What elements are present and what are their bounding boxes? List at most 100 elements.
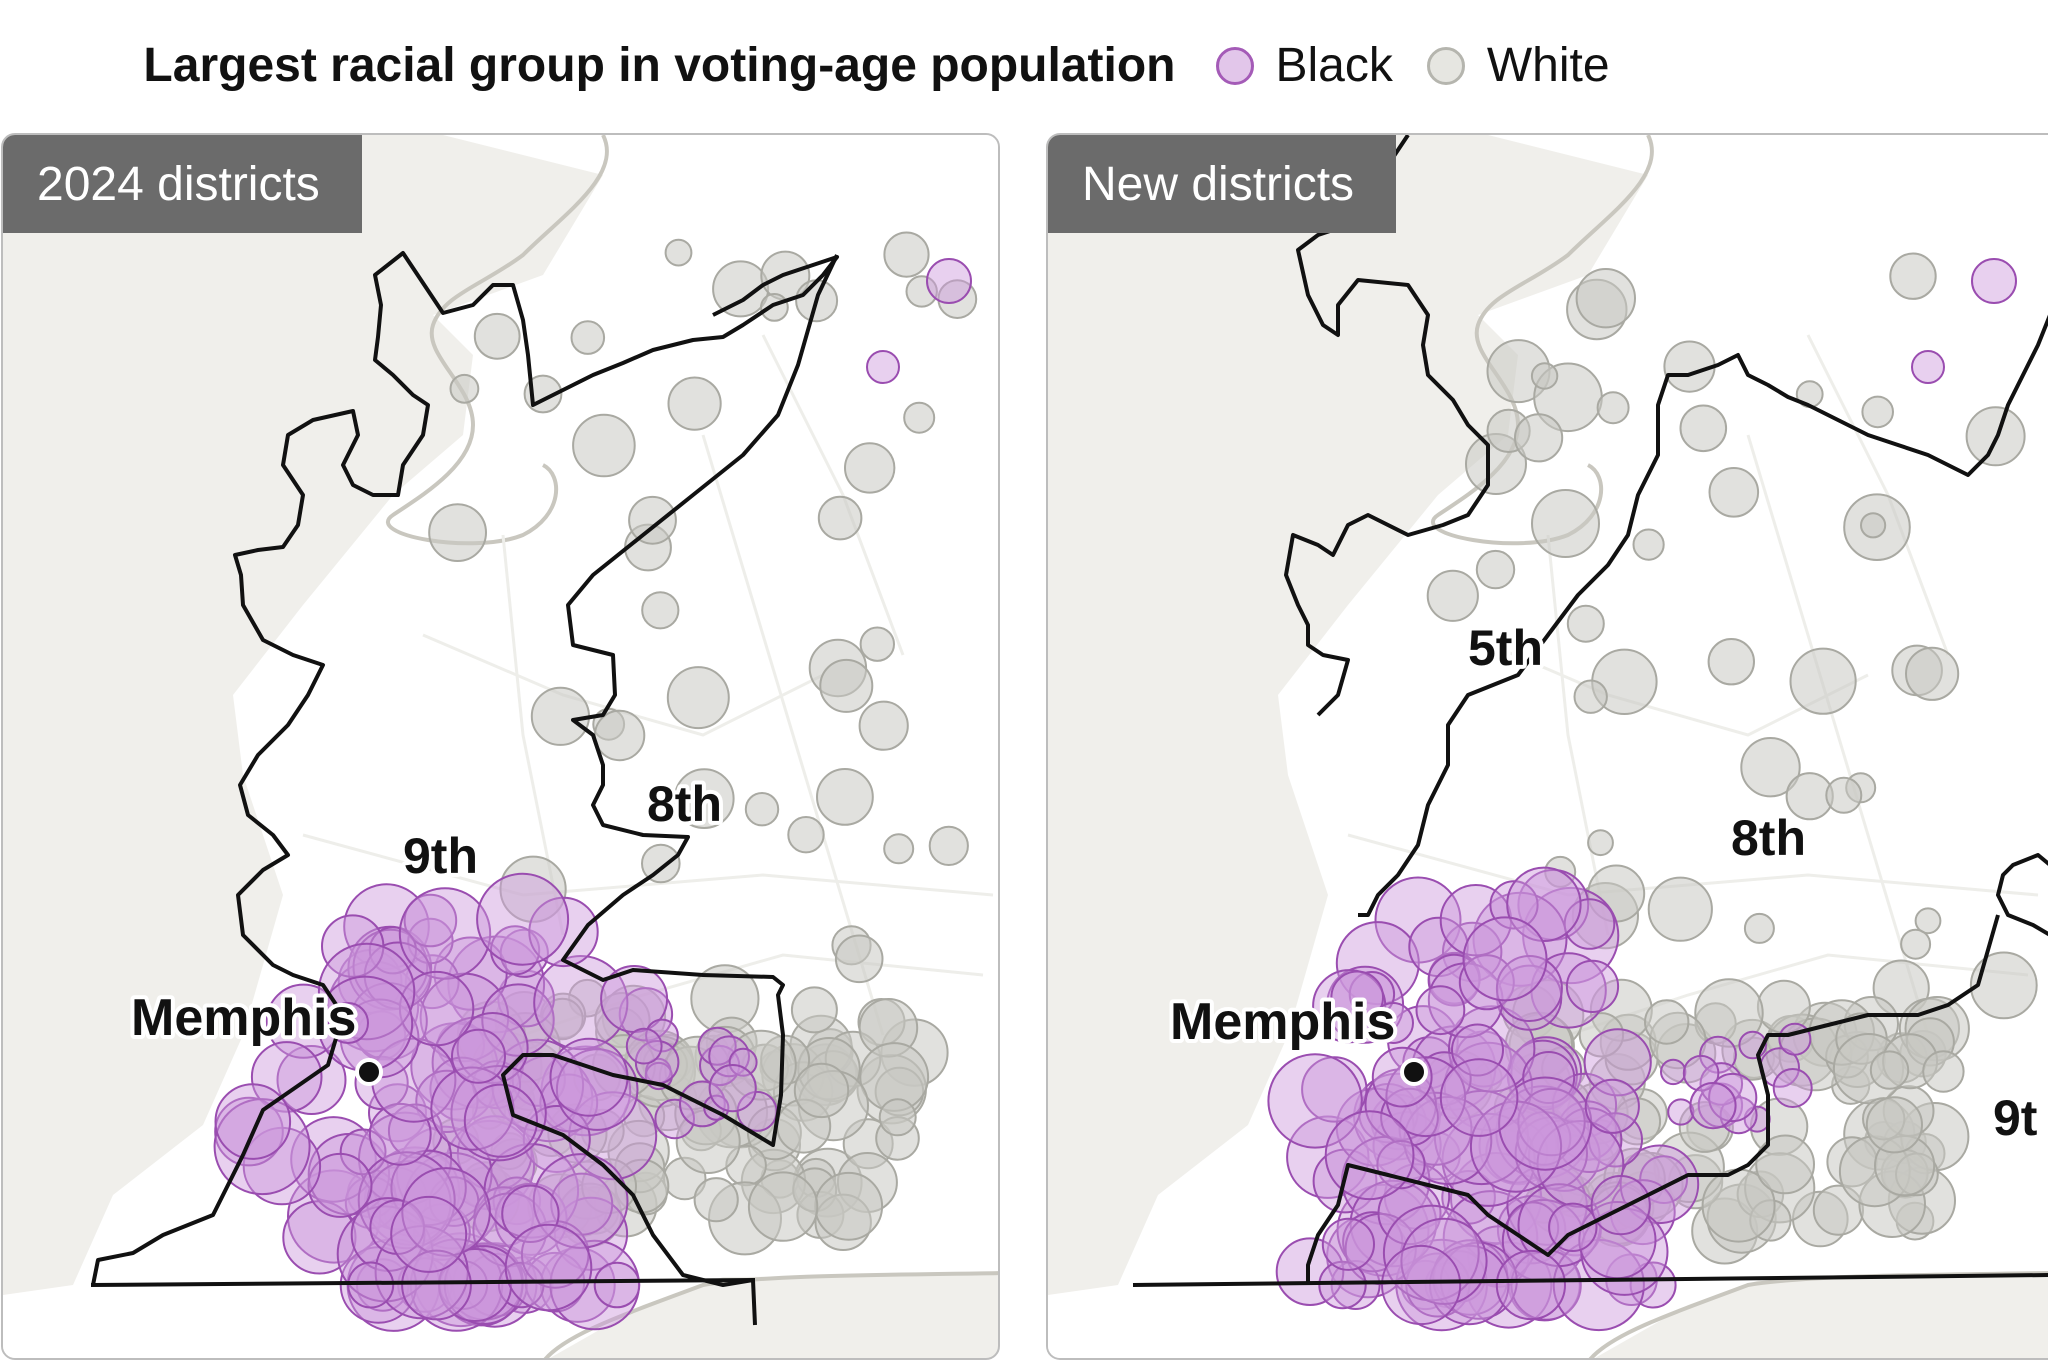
population-circle-white [1596, 391, 1630, 425]
population-circle-white [1566, 604, 1605, 643]
population-circle-black [1536, 1120, 1625, 1208]
population-circle-black [501, 1184, 560, 1244]
population-circle-black [1689, 1082, 1737, 1130]
population-circle-black [1708, 1072, 1758, 1123]
legend-label-black: Black [1275, 39, 1393, 92]
population-circle-white [858, 700, 909, 751]
population-circle-white [834, 934, 884, 984]
population-circle-black [1495, 955, 1563, 1022]
district-8-outline [501, 254, 839, 1326]
district-5-outline [1284, 135, 1490, 717]
population-circle-black [1667, 1098, 1695, 1126]
population-circle-white [816, 768, 874, 826]
district-boundary-south [90, 1278, 756, 1287]
population-circle-black [555, 1048, 639, 1131]
population-circle-black [1433, 1089, 1530, 1186]
population-circle-white [1575, 268, 1636, 329]
population-circle-black [489, 925, 541, 976]
population-circle-white [928, 825, 969, 867]
city-label-memphis: Memphis [1170, 993, 1395, 1051]
population-circle-black [1442, 921, 1503, 983]
population-circle-black [625, 1027, 663, 1065]
population-circle-white [1644, 999, 1690, 1045]
population-circle-white [903, 401, 936, 434]
district-9-outline [91, 251, 839, 1286]
population-circle-white [744, 792, 780, 827]
population-circle-white [819, 658, 874, 713]
population-circle-black [356, 1258, 410, 1312]
population-circle-black [403, 893, 458, 948]
river-edge [385, 135, 609, 546]
population-circle-black [339, 1128, 387, 1176]
population-circle-white [1789, 647, 1857, 715]
population-circle-white [1573, 679, 1608, 714]
population-circle-white [666, 666, 730, 730]
population-circle-black [1427, 953, 1481, 1007]
population-circle-black [1441, 1112, 1536, 1207]
population-circle-white [859, 626, 895, 662]
district-9-outline [1306, 853, 2048, 1285]
population-circle-white [937, 279, 978, 320]
district-label-5th: 5th [1468, 620, 1543, 676]
population-circle-white [1530, 362, 1559, 390]
population-circle-white [1679, 404, 1728, 453]
population-circle-black [654, 1098, 696, 1140]
population-circles [1267, 252, 2038, 1332]
population-circle-white [593, 709, 646, 762]
population-circle-black [1381, 1244, 1462, 1326]
memphis-dot [1400, 1058, 1428, 1086]
population-circle-black [398, 970, 475, 1047]
population-circle-black [1548, 1202, 1598, 1253]
population-circle-black [1405, 1252, 1471, 1318]
population-circle-white [530, 686, 591, 746]
population-circle-white [1922, 1050, 1965, 1093]
population-circle-white [1740, 737, 1801, 798]
population-circle-white [1861, 395, 1895, 429]
population-circle-white [1632, 528, 1665, 561]
district-label-9th: 9t [1993, 1090, 2038, 1146]
population-circle-black [1442, 1190, 1539, 1286]
population-circle-black [1335, 921, 1420, 1006]
population-circle-white [1531, 489, 1600, 558]
population-circle-black [368, 1102, 432, 1166]
population-circle-black [213, 1098, 311, 1196]
population-circle-white [814, 1171, 884, 1241]
population-circle-black [1495, 1249, 1566, 1321]
population-circle-black [250, 1041, 323, 1113]
population-circle-white [817, 495, 863, 541]
population-circle-black [214, 1083, 292, 1160]
population-circle-black [1563, 898, 1616, 950]
population-circle-black [451, 1028, 506, 1084]
population-circle-white [1578, 1012, 1625, 1058]
population-circle-black [481, 983, 555, 1057]
population-circle-black [1380, 1087, 1439, 1147]
district-label-8th: 8th [1731, 810, 1806, 866]
population-circle-white [1647, 876, 1713, 942]
population-circle-black [1301, 1056, 1368, 1123]
population-circle-black [1772, 1068, 1813, 1108]
population-circle-black [1584, 1078, 1640, 1134]
population-circle-white [693, 1177, 739, 1223]
population-circle-white [747, 1171, 819, 1242]
population-circles [213, 231, 978, 1332]
population-circle-white [1475, 549, 1516, 590]
population-circle-black [401, 1249, 472, 1321]
population-circle-black [645, 1018, 679, 1053]
population-circle-black [1660, 1058, 1687, 1086]
population-circle-white [1694, 978, 1764, 1048]
population-circle-black [1429, 1244, 1510, 1326]
population-circle-white [793, 1062, 850, 1119]
population-circle-white [1708, 467, 1760, 518]
population-circle-black [1318, 1260, 1367, 1310]
population-circle-white [878, 1098, 917, 1137]
legend-item-black: Black [1215, 38, 1393, 93]
population-circle-white [1743, 912, 1775, 944]
population-circle-white [1426, 569, 1479, 622]
legend-item-white: White [1426, 38, 1610, 93]
population-circle-white [572, 413, 636, 478]
population-circle-white [1889, 252, 1937, 300]
population-circle-black [214, 1096, 284, 1167]
population-circle-white [760, 293, 789, 322]
population-circle-white [1865, 1096, 1924, 1154]
population-circle-black [1458, 954, 1515, 1011]
